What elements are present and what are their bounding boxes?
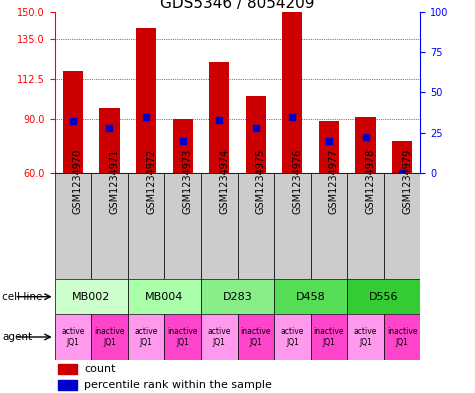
Bar [58,380,76,390]
Text: D283: D283 [223,292,252,302]
Bar [311,314,347,360]
Bar [201,279,274,314]
Text: active
JQ1: active JQ1 [354,327,377,347]
Bar [99,108,120,173]
Text: GSM1234977: GSM1234977 [329,149,339,214]
Bar [347,173,384,279]
Bar [164,314,201,360]
Text: inactive
JQ1: inactive JQ1 [314,327,344,347]
Bar [209,62,229,173]
Bar [58,364,76,374]
Bar [347,279,420,314]
Text: GSM1234975: GSM1234975 [256,149,266,214]
Text: MB002: MB002 [72,292,110,302]
Text: active
JQ1: active JQ1 [208,327,231,347]
Text: GSM1234976: GSM1234976 [293,149,303,214]
Bar [91,314,128,360]
Text: active
JQ1: active JQ1 [281,327,304,347]
Bar [384,314,420,360]
Point [105,125,113,131]
Point [398,170,406,176]
Text: active
JQ1: active JQ1 [61,327,85,347]
Text: GSM1234978: GSM1234978 [366,149,376,214]
Point [216,117,223,123]
Text: GSM1234971: GSM1234971 [109,149,120,214]
Text: D556: D556 [369,292,399,302]
Point [362,134,370,141]
Text: cell line: cell line [2,292,43,302]
Text: GSM1234973: GSM1234973 [182,149,193,214]
Bar [201,314,238,360]
Text: inactive
JQ1: inactive JQ1 [240,327,271,347]
Text: inactive
JQ1: inactive JQ1 [94,327,125,347]
Text: inactive
JQ1: inactive JQ1 [387,327,418,347]
Text: GSM1234974: GSM1234974 [219,149,229,214]
Point [142,113,150,119]
Bar [274,314,311,360]
Bar [201,173,238,279]
Text: agent: agent [2,332,32,342]
Title: GDS5346 / 8054209: GDS5346 / 8054209 [160,0,315,11]
Bar [172,119,193,173]
Bar [274,279,347,314]
Bar [164,173,201,279]
Bar [55,314,91,360]
Bar [274,173,311,279]
Bar [246,96,266,173]
Bar [128,314,164,360]
Bar [282,12,303,173]
Bar [128,173,164,279]
Bar [319,121,339,173]
Bar [311,173,347,279]
Text: D458: D458 [296,292,325,302]
Bar [238,173,274,279]
Point [252,125,259,131]
Bar [392,141,412,173]
Point [289,113,296,119]
Bar [63,71,83,173]
Bar [55,279,128,314]
Bar [347,314,384,360]
Bar [91,173,128,279]
Text: MB004: MB004 [145,292,183,302]
Text: active
JQ1: active JQ1 [134,327,158,347]
Text: GSM1234970: GSM1234970 [73,149,83,214]
Text: inactive
JQ1: inactive JQ1 [167,327,198,347]
Bar [384,173,420,279]
Point [69,118,77,125]
Text: GSM1234972: GSM1234972 [146,149,156,214]
Text: percentile rank within the sample: percentile rank within the sample [84,380,272,390]
Text: count: count [84,364,115,374]
Bar [55,173,91,279]
Point [325,138,332,144]
Bar [238,314,274,360]
Bar [355,118,376,173]
Point [179,138,186,144]
Text: GSM1234979: GSM1234979 [402,149,412,214]
Bar [128,279,201,314]
Bar [136,28,156,173]
